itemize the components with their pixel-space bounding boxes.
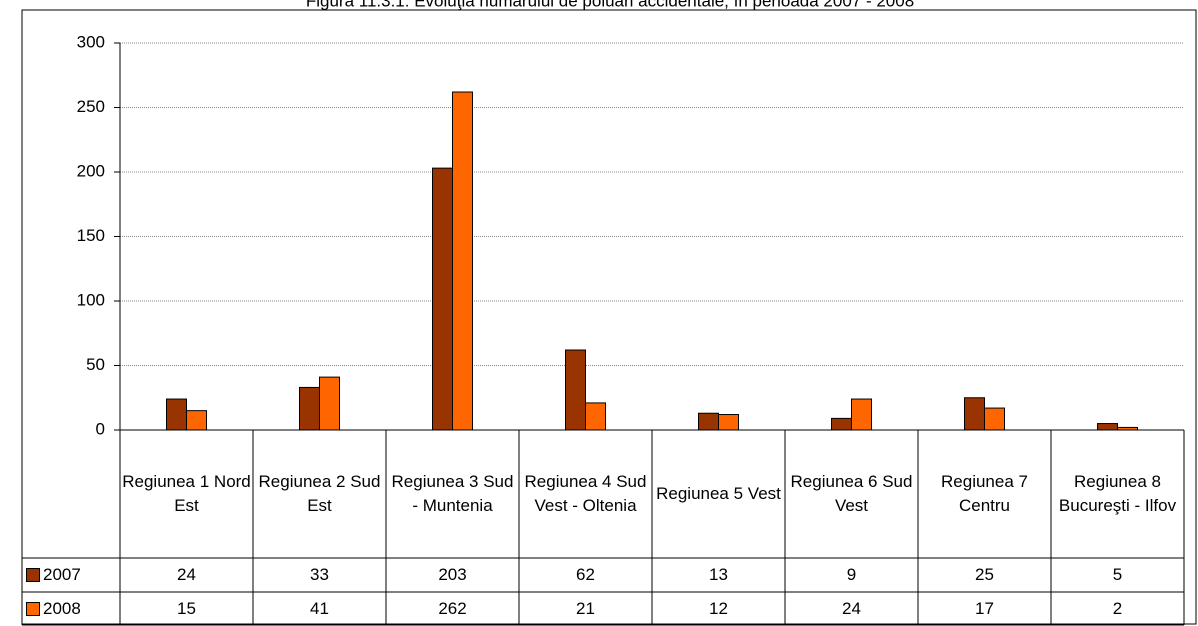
bar [166, 398, 187, 431]
bar [452, 91, 473, 431]
table-value: 203 [438, 565, 467, 584]
table-value: 41 [310, 598, 329, 618]
bar [964, 397, 985, 431]
bar [565, 349, 586, 431]
chart-border [21, 9, 1197, 625]
legend-label: 2007 [43, 565, 81, 584]
bar [186, 410, 207, 431]
table-value: 13 [709, 565, 728, 584]
x-tick-label: Regiunea 8 Bucureşti - Ilfov [1058, 472, 1177, 515]
table-value: 9 [846, 565, 857, 584]
table-value: 33 [310, 565, 329, 584]
bar [319, 376, 340, 431]
x-tick-label: Regiunea 5 Vest [656, 484, 781, 503]
bar [984, 407, 1005, 431]
bar [718, 414, 739, 431]
table-value: 2 [1112, 598, 1123, 618]
legend-label: 2008 [43, 598, 81, 618]
bar [851, 398, 872, 431]
x-tick-label: Regiunea 7 Centru [941, 472, 1028, 515]
bar [299, 386, 320, 431]
legend-entry: 2007 [22, 558, 120, 592]
table-value: 15 [177, 598, 196, 618]
table-value: 17 [975, 598, 994, 618]
table-value: 62 [576, 565, 595, 584]
y-tick-label: 0 [96, 419, 105, 438]
x-tick-label: Regiunea 6 Sud Vest [790, 472, 913, 515]
y-tick-label: 50 [86, 355, 105, 374]
x-tick-label: Regiunea 2 Sud Est [258, 472, 381, 515]
bar [432, 167, 453, 431]
table-value: 24 [842, 598, 861, 618]
bar [831, 417, 852, 431]
y-tick-label: 250 [77, 97, 105, 116]
legend-swatch [26, 601, 40, 616]
x-tick-label: Regiunea 3 Sud - Muntenia [391, 472, 514, 515]
legend-swatch [26, 568, 40, 582]
y-tick-label: 100 [77, 290, 105, 309]
table-value: 12 [709, 598, 728, 618]
table-value: 25 [975, 565, 994, 584]
y-tick-label: 150 [77, 226, 105, 245]
chart-title: Figura 11.3.1: Evoluţia numărului de pol… [306, 0, 914, 10]
table-value: 5 [1112, 565, 1123, 584]
x-tick-label: Regiunea 4 Sud Vest - Oltenia [524, 472, 647, 515]
bar [585, 402, 606, 431]
bar [698, 412, 719, 431]
legend-entry: 2008 [22, 592, 120, 625]
y-tick-label: 200 [77, 161, 105, 180]
y-tick-label: 300 [77, 32, 105, 51]
bar [1117, 426, 1138, 431]
table-value: 262 [438, 598, 467, 618]
table-value: 24 [177, 565, 196, 584]
table-value: 21 [576, 598, 595, 618]
bar [1097, 423, 1118, 431]
x-tick-label: Regiunea 1 Nord Est [122, 472, 251, 515]
